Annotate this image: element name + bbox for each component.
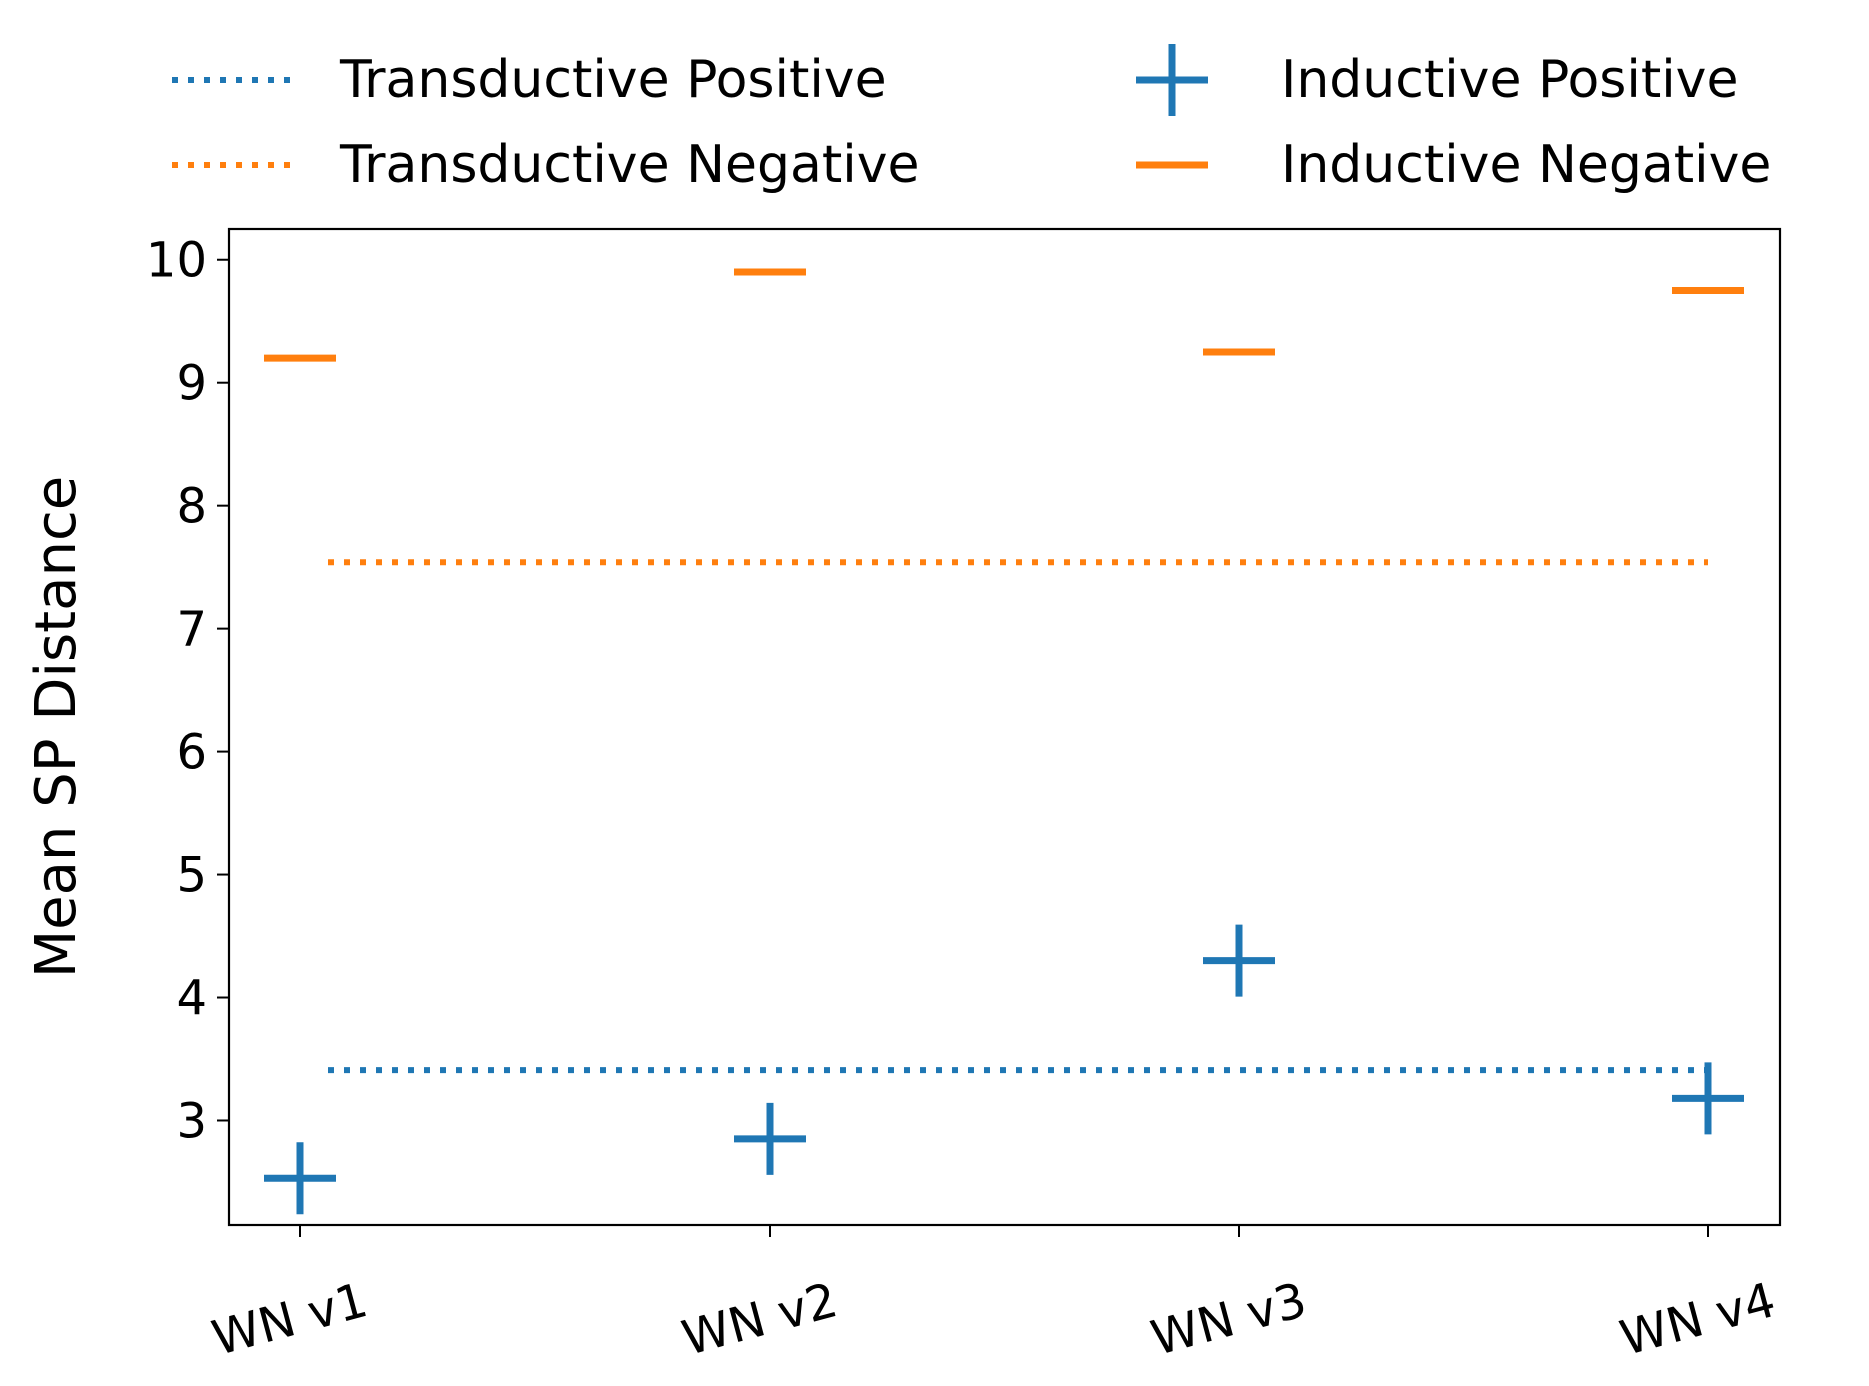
y-tick-label: 7 — [176, 602, 207, 658]
x-tick-label: WN v2 — [677, 1272, 844, 1367]
y-axis: 3 4 5 6 7 8 9 10 — [146, 233, 229, 1149]
inductive-positive-marker — [1672, 1062, 1744, 1135]
y-tick-label: 3 — [176, 1093, 207, 1149]
plot-frame — [227, 227, 1782, 1227]
inductive-positive-marker — [264, 1142, 336, 1215]
legend-entry: Transductive Negative — [172, 135, 919, 195]
inductive-positive-marker — [734, 1102, 806, 1175]
x-tick-label: WN v1 — [207, 1272, 374, 1367]
legend-swatch — [1136, 44, 1208, 116]
legend-entry: Transductive Positive — [172, 50, 887, 110]
legend: Transductive Positive Transductive Negati… — [172, 44, 1771, 195]
x-tick-label: WN v4 — [1615, 1272, 1782, 1367]
legend-label: Inductive Positive — [1281, 50, 1738, 110]
y-tick-label: 4 — [176, 971, 207, 1027]
y-tick-label: 10 — [146, 233, 207, 289]
y-tick-label: 8 — [176, 479, 207, 535]
y-axis-label: Mean SP Distance — [24, 476, 89, 978]
y-tick-label: 6 — [176, 725, 207, 781]
legend-label: Transductive Negative — [339, 135, 919, 195]
legend-entry: Inductive Negative — [1136, 135, 1771, 195]
plot-area — [227, 227, 1782, 1227]
legend-label: Inductive Negative — [1281, 135, 1771, 195]
legend-label: Transductive Positive — [339, 50, 887, 110]
legend-entry: Inductive Positive — [1136, 44, 1738, 116]
y-tick-label: 9 — [176, 356, 207, 412]
inductive-positive-marker — [1203, 924, 1275, 997]
y-tick-label: 5 — [176, 848, 207, 904]
x-axis: WN v1 WN v2 WN v3 WN v4 — [207, 1225, 1782, 1367]
x-tick-label: WN v3 — [1146, 1272, 1313, 1367]
